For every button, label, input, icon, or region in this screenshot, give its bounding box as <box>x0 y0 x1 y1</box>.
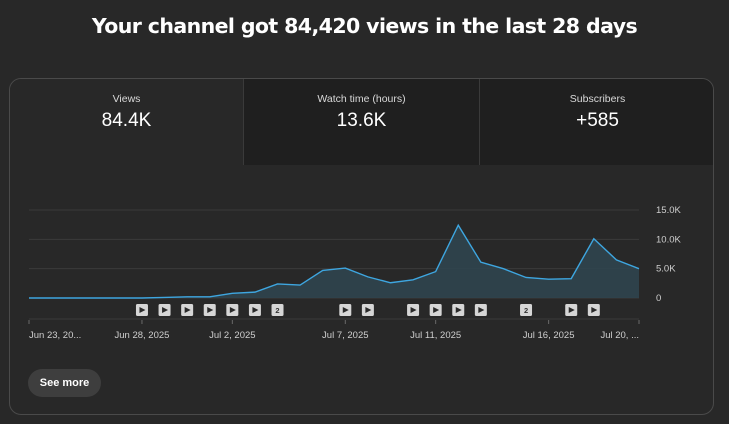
views-area <box>29 225 639 298</box>
see-more-button[interactable]: See more <box>28 369 101 397</box>
play-icon <box>365 307 372 313</box>
data-point[interactable] <box>412 278 415 281</box>
tab-views[interactable]: Views 84.4K <box>10 79 244 165</box>
video-marker[interactable] <box>361 304 374 316</box>
play-icon <box>342 307 349 313</box>
data-point[interactable] <box>253 291 256 294</box>
svg-text:2: 2 <box>275 306 279 315</box>
analytics-card: Views 84.4K Watch time (hours) 13.6K Sub… <box>9 78 714 415</box>
data-point[interactable] <box>615 258 618 261</box>
data-point[interactable] <box>547 278 550 281</box>
x-tick-label: Jul 11, 2025 <box>410 330 461 341</box>
data-point[interactable] <box>50 297 53 300</box>
y-tick-label: 0 <box>656 293 661 304</box>
play-icon <box>591 307 598 313</box>
play-icon <box>410 307 417 313</box>
video-marker[interactable] <box>452 304 465 316</box>
tab-subscribers-value: +585 <box>576 110 619 131</box>
video-marker[interactable] <box>135 304 148 316</box>
tab-subscribers-label: Subscribers <box>569 93 626 105</box>
play-icon <box>184 307 191 313</box>
play-icon <box>207 307 214 313</box>
x-tick-label: Jul 7, 2025 <box>322 330 368 341</box>
x-tick-label: Jul 20, ... <box>600 330 639 341</box>
data-point[interactable] <box>73 297 76 300</box>
views-line <box>29 223 640 299</box>
data-point[interactable] <box>118 297 121 300</box>
play-icon <box>139 307 146 313</box>
multi-video-marker[interactable]: 2 <box>520 304 533 316</box>
play-icon <box>433 307 440 313</box>
y-tick-label: 5.0K <box>656 264 676 275</box>
play-icon <box>229 307 236 313</box>
data-point[interactable] <box>163 296 166 299</box>
data-point[interactable] <box>638 267 641 270</box>
play-icon <box>478 307 485 313</box>
video-marker[interactable] <box>339 304 352 316</box>
x-tick-label: Jun 28, 2025 <box>114 330 169 341</box>
x-tick-label: Jul 16, 2025 <box>523 330 575 341</box>
play-icon <box>455 307 462 313</box>
data-point[interactable] <box>140 297 143 300</box>
play-icon <box>252 307 259 313</box>
data-point[interactable] <box>95 297 98 300</box>
video-marker[interactable] <box>429 304 442 316</box>
x-tick-label: Jun 23, 20... <box>29 330 81 341</box>
tab-watch-time[interactable]: Watch time (hours) 13.6K <box>244 79 480 165</box>
data-point[interactable] <box>570 277 573 280</box>
y-tick-label: 10.0K <box>656 234 681 245</box>
video-marker[interactable] <box>226 304 239 316</box>
tab-views-label: Views <box>112 93 141 105</box>
data-point[interactable] <box>231 292 234 295</box>
x-tick-label: Jul 2, 2025 <box>209 330 255 341</box>
data-point[interactable] <box>186 295 189 298</box>
data-point[interactable] <box>479 261 482 264</box>
multi-video-marker[interactable]: 2 <box>271 304 284 316</box>
data-point[interactable] <box>208 295 211 298</box>
video-marker[interactable] <box>158 304 171 316</box>
video-marker[interactable] <box>565 304 578 316</box>
data-point[interactable] <box>321 269 324 272</box>
video-marker[interactable] <box>203 304 216 316</box>
video-marker[interactable] <box>248 304 261 316</box>
video-marker[interactable] <box>474 304 487 316</box>
data-point[interactable] <box>434 270 437 273</box>
data-point[interactable] <box>28 297 31 300</box>
views-chart: 15.0K 10.0K 5.0K 0 2 2 Jun 23, 20... Jun 28, … <box>28 205 681 341</box>
video-marker[interactable] <box>407 304 420 316</box>
data-point[interactable] <box>299 284 302 287</box>
data-point[interactable] <box>366 275 369 278</box>
y-tick-label: 15.0K <box>656 205 681 216</box>
data-point[interactable] <box>344 267 347 270</box>
tab-watch-time-label: Watch time (hours) <box>317 93 406 105</box>
data-point[interactable] <box>592 237 595 240</box>
metric-tabs: Views 84.4K Watch time (hours) 13.6K Sub… <box>10 79 713 165</box>
svg-text:2: 2 <box>524 306 528 315</box>
video-marker[interactable] <box>181 304 194 316</box>
tab-subscribers[interactable]: Subscribers +585 <box>480 79 713 165</box>
tab-watch-time-value: 13.6K <box>336 110 387 131</box>
tab-views-value: 84.4K <box>101 110 152 131</box>
data-point[interactable] <box>389 281 392 284</box>
play-icon <box>162 307 169 313</box>
play-icon <box>568 307 575 313</box>
page-title: Your channel got 84,420 views in the las… <box>91 14 638 38</box>
data-point[interactable] <box>276 282 279 285</box>
data-point[interactable] <box>525 276 528 279</box>
video-marker[interactable] <box>587 304 600 316</box>
data-point[interactable] <box>502 267 505 270</box>
data-point[interactable] <box>457 224 460 227</box>
